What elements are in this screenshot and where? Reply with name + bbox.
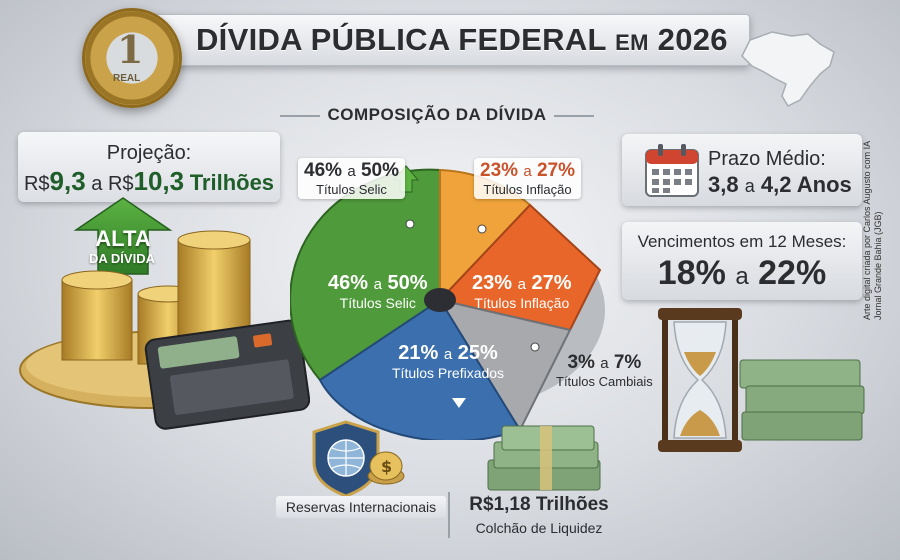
projection-currency-1: R$ xyxy=(23,173,50,195)
callout-selic: 46% a 50% Títulos Selic xyxy=(298,158,405,199)
inner-inflacao-low: 23% xyxy=(472,272,513,294)
alta-title: ALTA xyxy=(95,226,151,251)
reservas-label: Reservas Internacionais xyxy=(276,496,446,518)
title-year: 2026 xyxy=(657,22,728,57)
credit-line-1: Arte digital criada por Carlos Augusto c… xyxy=(862,140,872,320)
coin-stack-left xyxy=(61,270,133,361)
vencimentos-label: Vencimentos em 12 Meses: xyxy=(637,232,847,251)
inner-selic-low: 46% xyxy=(328,272,369,294)
prefixados-down-arrow-icon xyxy=(452,398,466,408)
prazo-high: 4,2 xyxy=(760,172,792,197)
callout-selic-high: 50% xyxy=(360,160,399,181)
credit-line-2: Jornal Grande Bahia (JGB) xyxy=(873,211,883,320)
projection-value-high: 10,3 xyxy=(133,166,185,196)
projection-value: R$9,3 a R$10,3 Trilhões xyxy=(18,166,280,197)
cambiais-callout-dot xyxy=(530,342,540,352)
hourglass-icon xyxy=(658,308,742,452)
globe-shield-icon: $ xyxy=(312,420,405,498)
inner-selic-connector: a xyxy=(373,276,382,293)
slice-prefixados xyxy=(318,298,522,440)
inner-inflacao-high: 27% xyxy=(531,272,572,294)
calendar-icon xyxy=(645,144,699,197)
inner-label-inflacao: 23% a 27% Títulos Inflação xyxy=(472,272,572,311)
coin-stack-right xyxy=(177,230,251,341)
vencimentos-low: 18% xyxy=(657,254,726,292)
vencimentos-value: 18% a 22% xyxy=(622,254,862,293)
callout-cambiais-name: Títulos Cambiais xyxy=(556,374,653,389)
vencimentos-panel xyxy=(622,222,862,300)
calculator-icon xyxy=(144,319,310,430)
coin-number: 1 xyxy=(117,27,144,72)
credit-text: Arte digital criada por Carlos Augusto c… xyxy=(862,141,884,320)
selic-callout-dot xyxy=(405,219,415,229)
callout-cambiais-high: 7% xyxy=(613,352,642,373)
bottom-divider xyxy=(448,492,450,538)
inflacao-callout-dot xyxy=(477,224,487,234)
real-coin-icon: 1 REAL xyxy=(82,8,182,108)
inner-prefixados-high: 25% xyxy=(457,342,498,364)
projection-panel xyxy=(18,132,280,202)
inner-selic-high: 50% xyxy=(387,272,428,294)
inner-prefixados-low: 21% xyxy=(398,342,439,364)
coin-text: REAL xyxy=(113,73,141,84)
section-title: COMPOSIÇÃO DA DÍVIDA xyxy=(280,100,594,130)
callout-cambiais-low: 3% xyxy=(567,352,595,373)
inner-selic-name: Títulos Selic xyxy=(339,295,416,311)
title-em: EM xyxy=(615,30,649,55)
cash-bundle-icon xyxy=(487,425,601,491)
prazo-low: 3,8 xyxy=(708,172,739,197)
brazil-map-icon xyxy=(741,31,835,107)
callout-inflacao-high: 27% xyxy=(536,160,575,181)
projection-label: Projeção: xyxy=(106,142,192,164)
header-band xyxy=(150,14,750,66)
inner-inflacao-name: Títulos Inflação xyxy=(474,295,570,311)
pie-center-hole xyxy=(424,288,456,312)
liquidez-value: R$1,18 Trilhões xyxy=(469,494,609,515)
callout-selic-low: 46% xyxy=(304,160,343,181)
callout-inflacao-name: Títulos Inflação xyxy=(483,182,572,197)
projection-unit: Trilhões xyxy=(189,170,275,195)
gold-coin-icon: $ xyxy=(367,451,405,485)
inner-label-prefixados: 21% a 25% Títulos Prefixados xyxy=(392,342,504,381)
inner-prefixados-connector: a xyxy=(443,346,453,363)
alta-subtitle: DA DÍVIDA xyxy=(89,251,155,266)
vencimentos-high: 22% xyxy=(758,254,827,292)
callout-selic-connector: a xyxy=(347,163,356,180)
vencimentos-connector: a xyxy=(735,263,749,290)
callout-inflacao-low: 23% xyxy=(480,160,519,181)
callout-inflacao: 23% a 27% Títulos Inflação xyxy=(474,158,581,199)
liquidez-label: Colchão de Liquidez xyxy=(475,520,603,536)
callout-selic-name: Títulos Selic xyxy=(316,182,387,197)
prazo-label: Prazo Médio: xyxy=(708,148,826,170)
prazo-connector: a xyxy=(744,176,755,196)
callout-cambiais: 3% a 7% Títulos Cambiais xyxy=(556,352,653,389)
prazo-unit: Anos xyxy=(796,172,852,197)
callout-inflacao-connector: a xyxy=(523,163,532,180)
hourglass-and-money-illustration xyxy=(658,308,865,452)
title-main: DÍVIDA PÚBLICA FEDERAL xyxy=(196,22,607,57)
money-stack-icon xyxy=(739,359,865,441)
coins-and-calculator-illustration xyxy=(19,230,310,430)
projection-connector: a xyxy=(91,173,103,195)
callout-cambiais-connector: a xyxy=(600,355,609,372)
inner-prefixados-name: Títulos Prefixados xyxy=(392,365,505,381)
inner-label-selic: 46% a 50% Títulos Selic xyxy=(328,272,428,311)
projection-value-low: 9,3 xyxy=(49,166,86,196)
page-title: DÍVIDA PÚBLICA FEDERAL EM 2026 xyxy=(196,22,728,58)
prazo-value: 3,8 a 4,2 Anos xyxy=(708,172,852,198)
svg-text:$: $ xyxy=(381,457,392,476)
inner-inflacao-connector: a xyxy=(517,276,526,293)
projection-currency-2: R$ xyxy=(107,173,134,195)
